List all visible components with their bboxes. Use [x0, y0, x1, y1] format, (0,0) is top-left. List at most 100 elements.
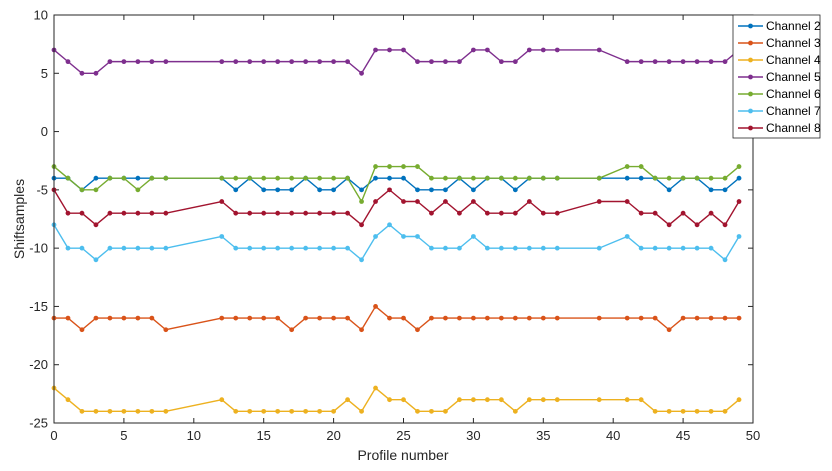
data-point-channel-3	[345, 315, 350, 321]
legend-item-channel-8: Channel 8	[738, 121, 821, 135]
data-point-channel-6	[471, 175, 476, 181]
data-point-channel-3	[135, 315, 141, 321]
data-point-channel-3	[736, 315, 742, 321]
legend-item-channel-3: Channel 3	[738, 36, 821, 50]
data-point-channel-2	[401, 175, 406, 181]
data-point-channel-8	[65, 210, 71, 216]
data-point-channel-6	[722, 175, 728, 181]
data-point-channel-7	[638, 245, 644, 251]
data-point-channel-6	[121, 175, 127, 181]
data-point-channel-5	[65, 59, 71, 65]
data-point-channel-7	[484, 245, 490, 251]
data-point-channel-7	[708, 245, 714, 251]
data-point-channel-8	[79, 210, 85, 216]
data-point-channel-4	[596, 397, 602, 403]
x-tick-label: 10	[187, 428, 201, 443]
legend-box	[732, 14, 821, 139]
data-point-channel-6	[345, 175, 350, 181]
data-point-channel-7	[149, 245, 155, 251]
legend-label: Channel 3	[766, 36, 821, 50]
data-point-channel-7	[694, 245, 700, 251]
data-point-channel-3	[65, 315, 71, 321]
data-point-channel-7	[596, 245, 602, 251]
data-point-channel-4	[666, 408, 672, 414]
data-point-channel-2	[275, 187, 281, 193]
data-point-channel-6	[163, 175, 169, 181]
series-channel-8	[51, 187, 742, 228]
data-point-channel-5	[666, 59, 672, 65]
data-point-channel-3	[457, 315, 462, 321]
data-point-channel-3	[526, 315, 532, 321]
data-point-channel-4	[345, 397, 350, 403]
data-point-channel-6	[443, 175, 448, 181]
data-point-channel-7	[722, 257, 728, 263]
data-point-channel-2	[331, 187, 336, 193]
data-point-channel-6	[429, 175, 434, 181]
data-point-channel-8	[387, 187, 392, 193]
data-point-channel-3	[666, 327, 672, 333]
data-point-channel-8	[107, 210, 113, 216]
series-channel-6	[51, 164, 742, 204]
data-point-channel-4	[457, 397, 462, 403]
data-point-channel-4	[624, 397, 630, 403]
data-point-channel-2	[708, 187, 714, 193]
data-point-channel-6	[387, 164, 392, 169]
data-point-channel-4	[289, 408, 295, 414]
data-point-channel-5	[233, 59, 239, 65]
data-point-channel-6	[289, 175, 295, 181]
data-point-channel-6	[219, 175, 225, 181]
data-point-channel-4	[498, 397, 504, 403]
data-point-channel-8	[624, 199, 630, 204]
legend-item-channel-5: Channel 5	[738, 70, 821, 84]
data-point-channel-5	[680, 59, 686, 65]
series-group	[51, 47, 742, 414]
data-point-channel-3	[275, 315, 281, 321]
data-point-channel-7	[317, 245, 323, 251]
legend-swatch-marker	[748, 57, 753, 63]
data-point-channel-7	[526, 245, 532, 251]
data-point-channel-3	[359, 327, 364, 333]
data-point-channel-7	[401, 234, 406, 239]
data-point-channel-3	[443, 315, 448, 321]
data-point-channel-3	[484, 315, 490, 321]
plot-frame	[53, 14, 754, 424]
data-point-channel-3	[415, 327, 420, 333]
data-point-channel-3	[233, 315, 239, 321]
data-point-channel-2	[135, 175, 141, 181]
data-point-channel-3	[289, 327, 295, 333]
data-point-channel-7	[415, 234, 420, 239]
data-point-channel-4	[736, 397, 742, 403]
data-point-channel-8	[247, 210, 253, 216]
data-point-channel-5	[694, 59, 700, 65]
data-point-channel-8	[303, 210, 309, 216]
data-point-channel-3	[247, 315, 253, 321]
data-point-channel-5	[373, 47, 378, 53]
data-point-channel-4	[638, 397, 644, 403]
data-point-channel-3	[373, 304, 378, 309]
data-point-channel-7	[121, 245, 127, 251]
data-point-channel-2	[638, 175, 644, 181]
data-point-channel-2	[722, 187, 728, 193]
data-point-channel-6	[233, 175, 239, 181]
data-point-channel-5	[93, 70, 99, 76]
legend-item-channel-6: Channel 6	[738, 87, 821, 101]
x-axis-label: Profile number	[357, 447, 448, 463]
y-tick-label: 10	[34, 8, 48, 23]
data-point-channel-5	[624, 59, 630, 65]
legend-swatch-marker	[748, 125, 753, 131]
legend-swatch-marker	[748, 108, 753, 114]
data-point-channel-5	[596, 47, 602, 53]
data-point-channel-3	[121, 315, 127, 321]
data-point-channel-8	[694, 222, 700, 228]
data-point-channel-6	[680, 175, 686, 181]
data-point-channel-3	[303, 315, 309, 321]
data-point-channel-4	[261, 408, 267, 414]
legend-label: Channel 8	[766, 121, 821, 135]
y-tick-label: -20	[29, 357, 48, 372]
data-point-channel-3	[93, 315, 99, 321]
data-point-channel-5	[526, 47, 532, 53]
data-point-channel-7	[359, 257, 364, 263]
data-point-channel-3	[512, 315, 518, 321]
data-point-channel-4	[526, 397, 532, 403]
data-point-channel-2	[233, 187, 239, 193]
